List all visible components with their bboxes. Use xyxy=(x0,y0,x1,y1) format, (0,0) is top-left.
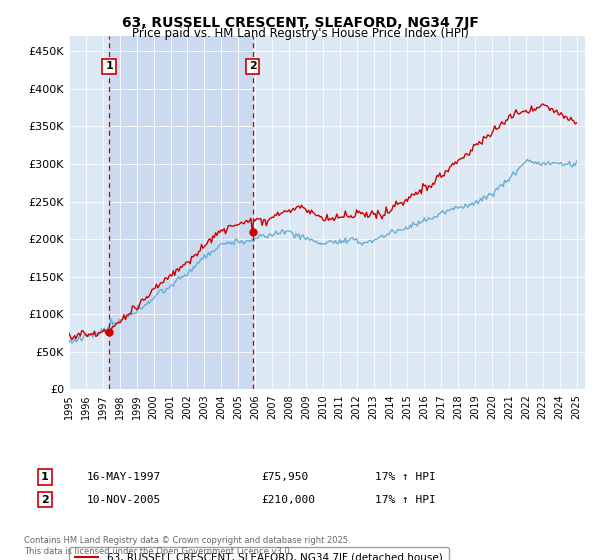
Text: 2: 2 xyxy=(249,62,257,72)
Bar xyxy=(109,36,253,389)
Text: 2: 2 xyxy=(41,494,49,505)
Text: 17% ↑ HPI: 17% ↑ HPI xyxy=(375,494,436,505)
Text: £210,000: £210,000 xyxy=(261,494,315,505)
Text: 16-MAY-1997: 16-MAY-1997 xyxy=(87,472,161,482)
Text: Price paid vs. HM Land Registry's House Price Index (HPI): Price paid vs. HM Land Registry's House … xyxy=(131,27,469,40)
Text: 63, RUSSELL CRESCENT, SLEAFORD, NG34 7JF: 63, RUSSELL CRESCENT, SLEAFORD, NG34 7JF xyxy=(122,16,478,30)
Text: 1: 1 xyxy=(41,472,49,482)
Text: 17% ↑ HPI: 17% ↑ HPI xyxy=(375,472,436,482)
Legend: 63, RUSSELL CRESCENT, SLEAFORD, NG34 7JF (detached house), HPI: Average price, d: 63, RUSSELL CRESCENT, SLEAFORD, NG34 7JF… xyxy=(69,547,449,560)
Text: 1: 1 xyxy=(105,62,113,72)
Text: Contains HM Land Registry data © Crown copyright and database right 2025.
This d: Contains HM Land Registry data © Crown c… xyxy=(24,536,350,556)
Text: £75,950: £75,950 xyxy=(261,472,308,482)
Text: 10-NOV-2005: 10-NOV-2005 xyxy=(87,494,161,505)
